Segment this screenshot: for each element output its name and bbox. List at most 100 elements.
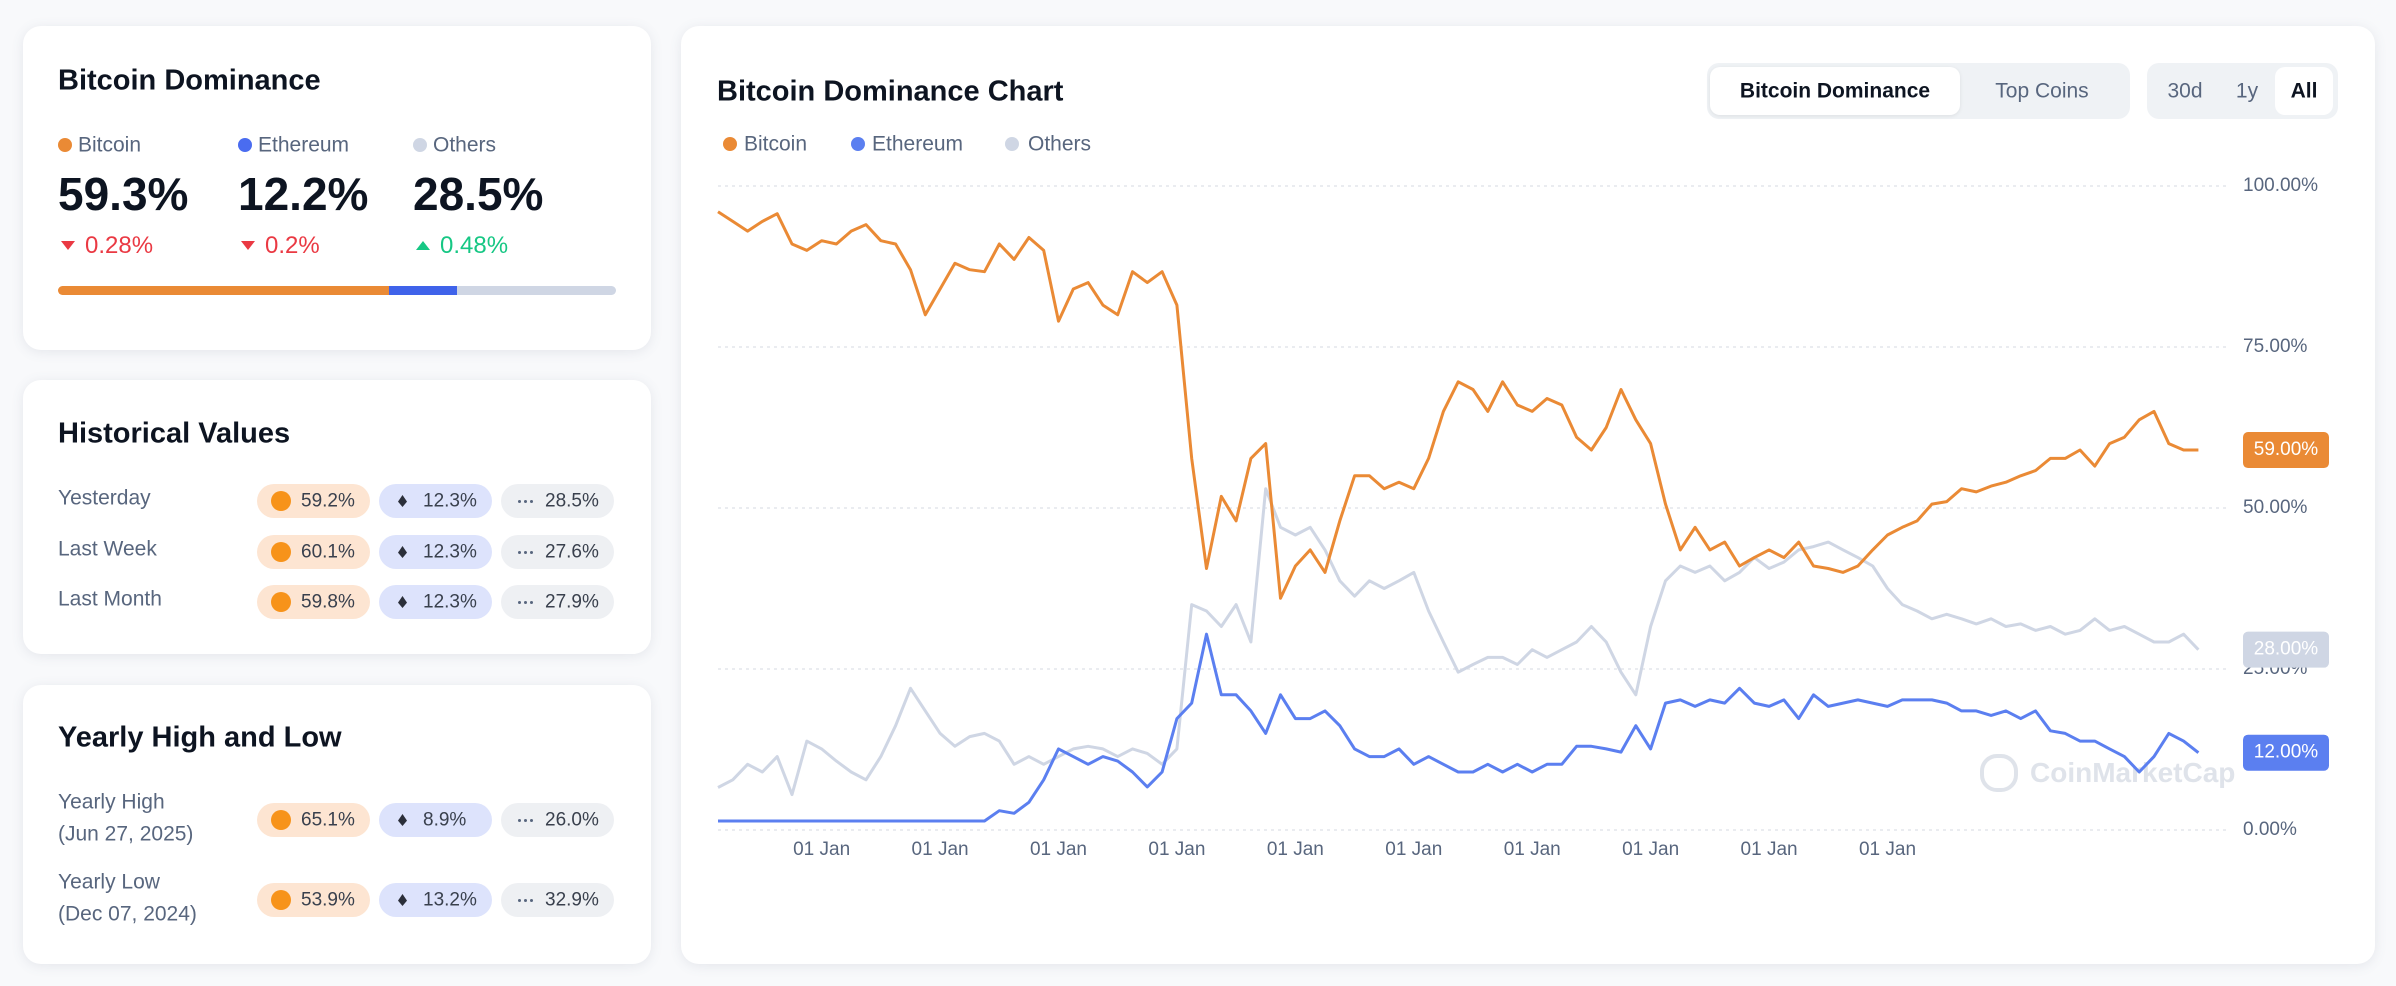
dot bbox=[518, 899, 521, 902]
dot bbox=[530, 819, 533, 822]
pill-text: 59.2% bbox=[301, 490, 355, 512]
dot bbox=[530, 899, 533, 902]
change-value: 0.48% bbox=[440, 232, 509, 259]
dot bbox=[518, 500, 521, 503]
dominance-bar-segment bbox=[456, 286, 616, 295]
legend-dot bbox=[238, 138, 252, 152]
row-label: Last Month bbox=[58, 587, 162, 611]
dot bbox=[530, 500, 533, 503]
dominance-value: 59.3% bbox=[58, 168, 189, 220]
range-label: 30d bbox=[2167, 79, 2203, 103]
pill-text: 65.1% bbox=[301, 809, 355, 831]
eth-icon bbox=[398, 546, 407, 558]
pill-text: 27.9% bbox=[545, 591, 599, 613]
dominance-value: 28.5% bbox=[413, 168, 544, 220]
dot bbox=[524, 551, 527, 554]
coin-icon bbox=[393, 810, 413, 830]
value-pill: 13.2% bbox=[379, 883, 492, 917]
coin-icon bbox=[271, 542, 291, 562]
dot bbox=[518, 819, 521, 822]
card-title: Bitcoin Dominance bbox=[58, 64, 321, 97]
coin-icon bbox=[515, 810, 535, 830]
tab-group: Bitcoin Dominance Top Coins bbox=[1707, 63, 2130, 119]
dominance-bar-segment bbox=[58, 286, 389, 295]
row-label: Yearly Low bbox=[58, 870, 160, 894]
legend-label: Others bbox=[433, 133, 497, 157]
pill-text: 59.8% bbox=[301, 591, 355, 613]
watermark: CoinMarketCap bbox=[2030, 757, 2236, 788]
legend-dot bbox=[413, 138, 427, 152]
pill-text: 12.3% bbox=[423, 591, 477, 613]
change-arrow bbox=[416, 241, 430, 250]
row-date: (Dec 07, 2024) bbox=[58, 902, 197, 926]
pill-text: 32.9% bbox=[545, 889, 599, 911]
pill-text: 8.9% bbox=[423, 809, 467, 831]
chart-title: Bitcoin Dominance Chart bbox=[717, 75, 1064, 108]
coin-icon bbox=[271, 810, 291, 830]
yearly-card: Yearly High and Low Yearly High (Jun 27, 2… bbox=[23, 685, 651, 964]
value-pill: 26.0% bbox=[501, 803, 614, 837]
legend-dot bbox=[58, 138, 72, 152]
dot bbox=[530, 601, 533, 604]
dot bbox=[518, 551, 521, 554]
range-button[interactable]: All bbox=[2275, 67, 2333, 115]
legend-label: Bitcoin bbox=[78, 133, 142, 157]
value-pill: 59.8% bbox=[257, 585, 370, 619]
historical-card: Historical Values Yesterday 59.2% 12.3% 28.5… bbox=[23, 380, 651, 654]
pill-text: 12.3% bbox=[423, 490, 477, 512]
eth-icon bbox=[398, 814, 407, 826]
dominance-bar-segment bbox=[388, 286, 457, 295]
dot bbox=[524, 819, 527, 822]
pill-text: 12.3% bbox=[423, 541, 477, 563]
row-date: (Jun 27, 2025) bbox=[58, 822, 194, 846]
value-pill: 12.3% bbox=[379, 585, 492, 619]
change-arrow bbox=[61, 241, 75, 250]
tab-button[interactable]: Top Coins bbox=[1957, 67, 2127, 115]
range-group: 30d 1y All bbox=[2147, 63, 2338, 119]
card-title: Yearly High and Low bbox=[58, 721, 342, 754]
value-pill: 27.6% bbox=[501, 535, 614, 569]
coin-icon bbox=[393, 491, 413, 511]
tab-button[interactable]: Bitcoin Dominance bbox=[1710, 67, 1960, 115]
change-arrow bbox=[241, 241, 255, 250]
value-pill: 65.1% bbox=[257, 803, 370, 837]
eth-icon bbox=[398, 596, 407, 608]
legend-label: Ethereum bbox=[872, 132, 964, 156]
row-label: Last Week bbox=[58, 537, 157, 561]
value-pill: 8.9% bbox=[379, 803, 492, 837]
value-pill: 32.9% bbox=[501, 883, 614, 917]
change-value: 0.2% bbox=[265, 232, 320, 259]
range-label: All bbox=[2290, 79, 2318, 103]
coin-icon bbox=[515, 592, 535, 612]
coin-icon bbox=[271, 491, 291, 511]
dot bbox=[524, 601, 527, 604]
coin-icon bbox=[515, 542, 535, 562]
legend-dot bbox=[723, 137, 737, 151]
value-pill: 27.9% bbox=[501, 585, 614, 619]
coin-icon bbox=[393, 592, 413, 612]
dot bbox=[524, 500, 527, 503]
range-button[interactable]: 1y bbox=[2219, 67, 2275, 115]
coin-icon bbox=[393, 890, 413, 910]
value-pill: 28.5% bbox=[501, 484, 614, 518]
change-value: 0.28% bbox=[85, 232, 154, 259]
summary-card: Bitcoin Dominance Bitcoin 59.3% 0.28% Ethere… bbox=[23, 26, 651, 350]
legend-dot bbox=[851, 137, 865, 151]
eth-icon bbox=[398, 894, 407, 906]
coin-icon bbox=[515, 491, 535, 511]
pill-text: 13.2% bbox=[423, 889, 477, 911]
range-button[interactable]: 30d bbox=[2151, 67, 2219, 115]
legend-label: Ethereum bbox=[258, 133, 350, 157]
pill-text: 28.5% bbox=[545, 490, 599, 512]
dot bbox=[518, 601, 521, 604]
range-label: 1y bbox=[2235, 79, 2259, 103]
watermark-logo bbox=[1980, 754, 2018, 792]
value-pill: 12.3% bbox=[379, 484, 492, 518]
dot bbox=[530, 551, 533, 554]
legend-label: Bitcoin bbox=[744, 132, 808, 156]
row-label: Yearly High bbox=[58, 790, 165, 814]
pill-text: 53.9% bbox=[301, 889, 355, 911]
dot bbox=[524, 899, 527, 902]
tab-label: Bitcoin Dominance bbox=[1739, 79, 1931, 103]
